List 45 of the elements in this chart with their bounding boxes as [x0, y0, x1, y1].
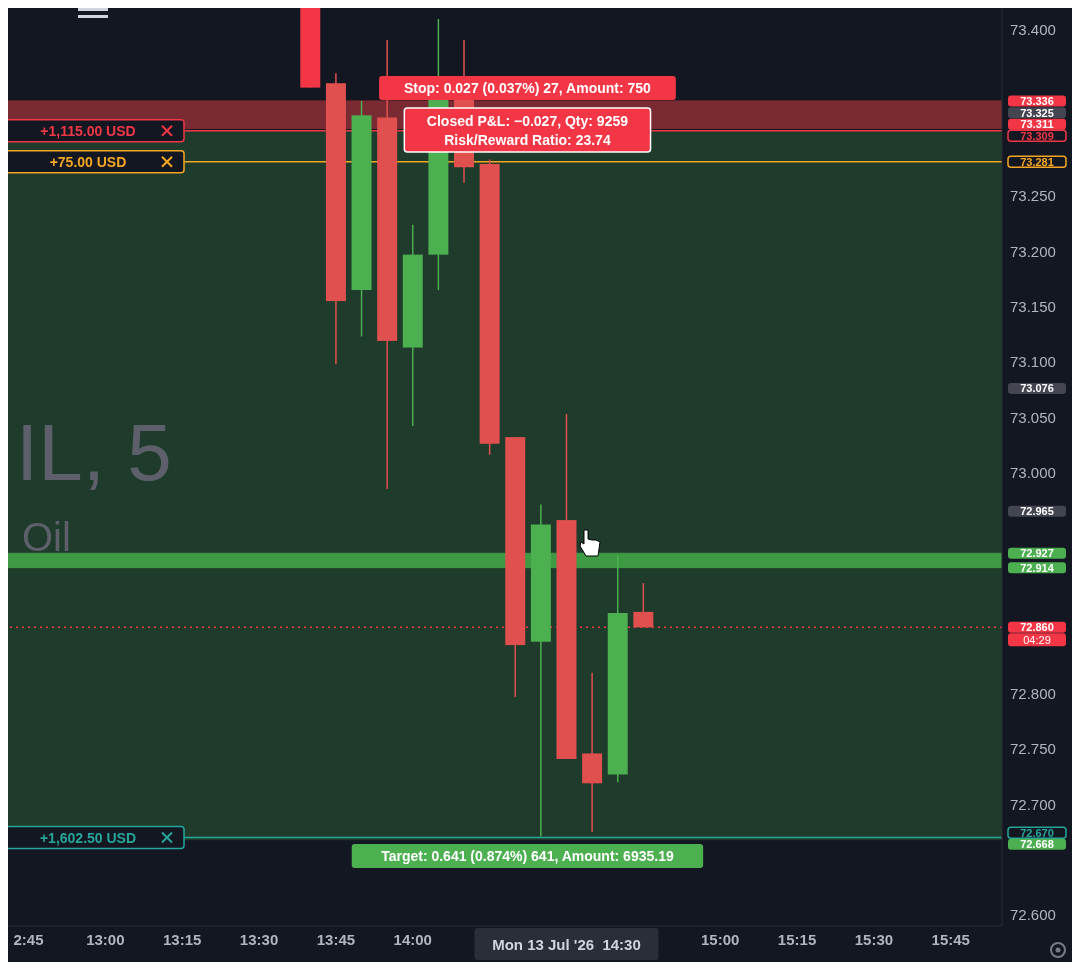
y-tick-label: 72.800 [1010, 685, 1056, 703]
y2-tick-label: 72.668 [1020, 838, 1054, 851]
x-tick-label: 13:30 [239, 930, 279, 948]
y2-tick-label: 73.309 [1020, 129, 1054, 142]
y-tick-label: 73.050 [1010, 408, 1056, 426]
y2-tick-label: 72.670 [1020, 826, 1054, 839]
y2-tick-label: 73.076 [1020, 382, 1054, 395]
y-tick-label: 73.100 [1010, 353, 1056, 371]
x-tick-label: 15:45 [931, 930, 970, 948]
annotation: Oil [22, 515, 71, 559]
y2-tick-label: 73.281 [1020, 155, 1054, 168]
annotation: Target: 0.641 (0.874%) 641, Amount: 6935.19 [381, 848, 674, 864]
annotation: Risk/Reward Ratio: 23.74 [444, 132, 611, 148]
x-tick-label: 13:00 [86, 930, 125, 948]
annotation: Stop: 0.027 (0.037%) 27, Amount: 750 [403, 80, 652, 96]
ref-line-label: +1,602.50 USD [39, 829, 137, 846]
y2-tick-label: 72.914 [1020, 561, 1055, 574]
text: Mon 13 Jul '26 14:30 [492, 936, 641, 953]
annotation: IL, 5 [16, 408, 172, 497]
ref-line-label: +75.00 USD [49, 153, 127, 170]
y-tick-label: 73.200 [1010, 242, 1056, 260]
x-tick-label: 2:45 [13, 930, 44, 948]
x-tick-label: 15:15 [777, 930, 817, 948]
x-tick-label: 14:00 [393, 930, 432, 948]
y-tick-label: 73.400 [1010, 21, 1056, 39]
x-tick-label: 15:00 [701, 930, 740, 948]
y-tick-label: 72.700 [1010, 795, 1056, 813]
y2-tick-label: 72.927 [1020, 547, 1054, 560]
y-tick-label: 73.150 [1010, 297, 1056, 315]
y-tick-label: 72.750 [1010, 740, 1056, 758]
y2-tick-label: 72.965 [1020, 505, 1054, 518]
x-tick-label: 13:15 [163, 930, 202, 948]
y-tick-label: 73.250 [1010, 187, 1056, 205]
y2-tick-label: 73.336 [1020, 94, 1054, 107]
x-tick-label: 15:30 [854, 930, 894, 948]
y-tick-label: 72.600 [1010, 906, 1056, 924]
ref-line-label: +1,115.00 USD [40, 122, 136, 139]
y2-tick-label: 73.311 [1020, 118, 1054, 131]
y2-tick-label: 73.325 [1020, 106, 1054, 119]
annotation: Closed P&L: −0.027, Qty: 9259 [426, 113, 629, 129]
text: 04:29 [1023, 633, 1051, 646]
y-tick-label: 73.000 [1010, 463, 1056, 481]
x-tick-label: 13:45 [316, 930, 356, 948]
candlestick [633, 582, 654, 629]
y2-tick-label: 72.860 [1020, 621, 1054, 634]
